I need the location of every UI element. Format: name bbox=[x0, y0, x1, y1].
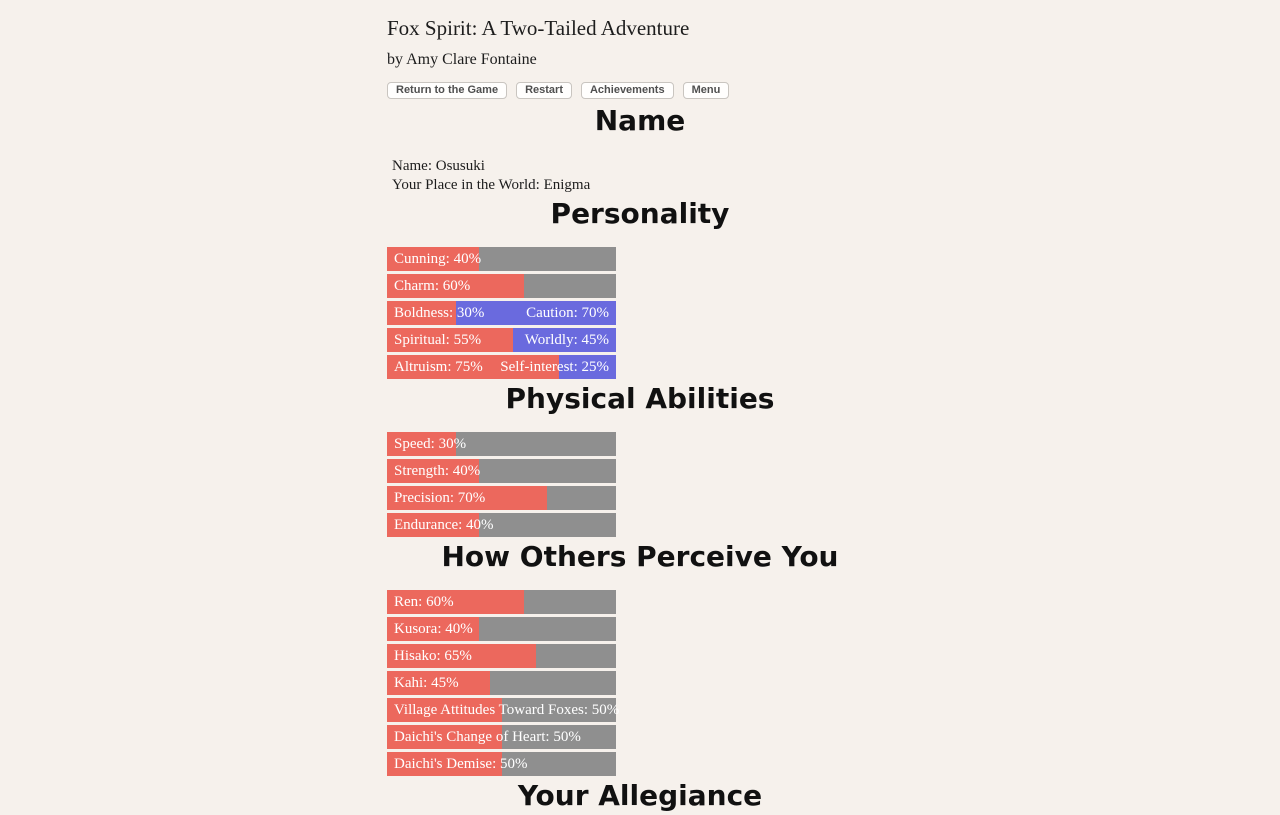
stat-bar-fill bbox=[387, 617, 479, 641]
stat-bar-label: Precision: 70% bbox=[394, 490, 486, 506]
toolbar: Return to the Game Restart Achievements Men… bbox=[387, 80, 893, 99]
stat-bar-fill bbox=[387, 432, 456, 456]
stat-bar: Endurance: 40% bbox=[387, 513, 616, 537]
section-heading-allegiance: Your Allegiance bbox=[517, 779, 763, 812]
game-title: Fox Spirit: A Two-Tailed Adventure bbox=[387, 16, 690, 40]
stat-bar-opposed-label: Caution: 70% bbox=[526, 305, 609, 321]
stat-bar-label: Daichi's Demise: 50% bbox=[394, 756, 528, 772]
section-heading-perception: How Others Perceive You bbox=[441, 540, 839, 573]
stat-bar-fill bbox=[387, 644, 536, 668]
stat-bar-label: Kahi: 45% bbox=[394, 675, 459, 691]
stat-bar-fill bbox=[387, 355, 559, 379]
stat-bar-fill bbox=[387, 671, 491, 695]
stat-bar-label: Strength: 40% bbox=[394, 463, 481, 479]
stat-bar-label: Charm: 60% bbox=[394, 278, 471, 294]
stat-bar-label: Kusora: 40% bbox=[394, 621, 473, 637]
stats-screen: { "page": { "title": "Fox Spirit: A Two-… bbox=[0, 15, 1280, 815]
stat-bar: Charm: 60% bbox=[387, 274, 616, 298]
stat-bar: Speed: 30% bbox=[387, 432, 616, 456]
stat-bar: Boldness: 30% Caution: 70% bbox=[387, 301, 616, 325]
stat-bar-fill bbox=[387, 486, 548, 510]
stat-bar-opposed-label: Worldly: 45% bbox=[524, 332, 609, 348]
toolbar-button-achievements[interactable]: Achievements bbox=[580, 82, 674, 99]
stat-bar-fill bbox=[387, 513, 479, 537]
stat-text-line: Your Place in the World: Enigma bbox=[392, 176, 591, 193]
section-personality: Personality Cunning: 40% Charm: 60% Boldnes… bbox=[387, 198, 893, 379]
stat-bar-label: Daichi's Change of Heart: 50% bbox=[394, 729, 581, 745]
stat-bar-label: Village Attitudes Toward Foxes: 50% bbox=[394, 702, 620, 718]
stat-bar-label: Ren: 60% bbox=[394, 594, 454, 610]
stat-bar-fill bbox=[387, 725, 502, 749]
section-heading-physical-abilities: Physical Abilities bbox=[505, 382, 775, 415]
stat-bar-label: Speed: 30% bbox=[394, 436, 467, 452]
stat-bar: Village Attitudes Toward Foxes: 50% bbox=[387, 698, 620, 722]
stat-bar-label: Altruism: 75% bbox=[394, 359, 483, 375]
stat-bar-label: Cunning: 40% bbox=[394, 251, 482, 267]
stat-bar-fill bbox=[387, 698, 502, 722]
stat-bars: Cunning: 40% Charm: 60% Boldness: 30% Cauti… bbox=[387, 247, 616, 379]
stat-bar-label: Endurance: 40% bbox=[394, 517, 494, 533]
stat-bar-fill bbox=[387, 274, 525, 298]
stat-bar: Kahi: 45% bbox=[387, 671, 616, 695]
section-name: Name Name: Osusuki Your Place in the World… bbox=[387, 105, 893, 194]
stat-bar: Kusora: 40% bbox=[387, 617, 616, 641]
stat-bar-label: Spiritual: 55% bbox=[394, 332, 482, 348]
section-perception: How Others Perceive You Ren: 60% Kusora: 4… bbox=[387, 541, 893, 776]
toolbar-button-restart[interactable]: Restart bbox=[516, 82, 572, 99]
stat-bar: Hisako: 65% bbox=[387, 644, 616, 668]
stats-page: Fox Spirit: A Two-Tailed Adventure by Am… bbox=[387, 15, 893, 812]
stat-bar-opposed-label: Self-interest: 25% bbox=[500, 359, 609, 375]
stat-bar-fill bbox=[387, 328, 513, 352]
stat-bar-fill bbox=[387, 459, 479, 483]
stat-bar: Strength: 40% bbox=[387, 459, 616, 483]
stat-bar: Daichi's Change of Heart: 50% bbox=[387, 725, 616, 749]
stat-bar: Altruism: 75% Self-interest: 25% bbox=[387, 355, 616, 379]
stat-bar-label: Hisako: 65% bbox=[394, 648, 472, 664]
stat-bar: Ren: 60% bbox=[387, 590, 616, 614]
section-heading-name: Name bbox=[594, 104, 686, 137]
stat-bar-label: Boldness: 30% bbox=[394, 305, 485, 321]
section-allegiance: Your Allegiance bbox=[387, 780, 893, 812]
stat-bars: Speed: 30% Strength: 40% Precision: 70% End… bbox=[387, 432, 616, 537]
section-heading-personality: Personality bbox=[550, 197, 730, 230]
section-physical-abilities: Physical Abilities Speed: 30% Strength: 40… bbox=[387, 383, 893, 537]
stat-bar: Daichi's Demise: 50% bbox=[387, 752, 616, 776]
stat-bar: Spiritual: 55% Worldly: 45% bbox=[387, 328, 616, 352]
stat-bar: Precision: 70% bbox=[387, 486, 616, 510]
stat-bar: Cunning: 40% bbox=[387, 247, 616, 271]
stat-text-block: Name: Osusuki Your Place in the World: En… bbox=[387, 157, 893, 194]
stat-bar-fill bbox=[387, 247, 479, 271]
toolbar-button-return-to-the-game[interactable]: Return to the Game bbox=[387, 82, 508, 99]
stats-sections: Name Name: Osusuki Your Place in the World… bbox=[387, 105, 893, 812]
stat-bar-fill bbox=[387, 590, 525, 614]
stat-bar-fill bbox=[387, 752, 502, 776]
stat-bar-fill bbox=[387, 301, 456, 325]
toolbar-button-menu[interactable]: Menu bbox=[682, 82, 730, 99]
byline: by Amy Clare Fontaine bbox=[387, 51, 537, 68]
stat-bars: Ren: 60% Kusora: 40% Hisako: 65% Kahi: 45% V… bbox=[387, 590, 620, 776]
stat-text-line: Name: Osusuki bbox=[392, 158, 485, 174]
